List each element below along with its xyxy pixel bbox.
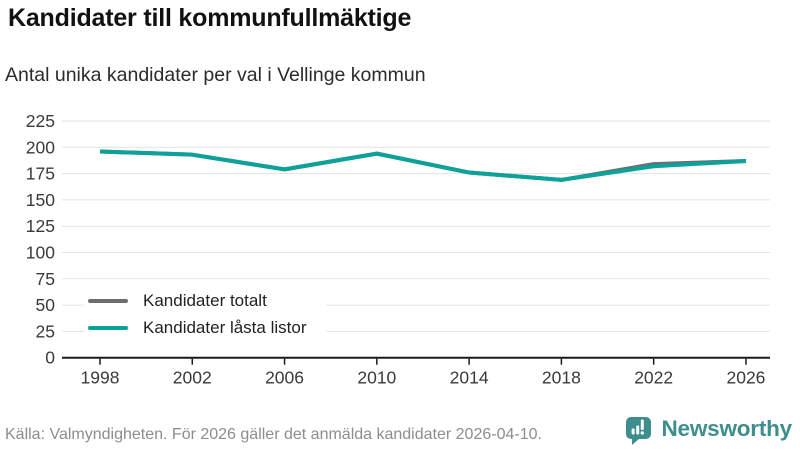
y-axis-tick-label: 75: [36, 269, 55, 289]
y-axis-tick-label: 100: [26, 243, 55, 263]
x-axis-tick-label: 2018: [542, 368, 581, 388]
y-axis-tick-label: 225: [26, 111, 55, 131]
series-line-kandidater-l-sta-listor: [99, 149, 747, 182]
legend-swatch-locked-lists-icon: [88, 325, 128, 331]
source-text: Källa: Valmyndigheten. För 2026 gäller d…: [5, 426, 542, 443]
legend-label-total: Kandidater totalt: [143, 291, 267, 310]
chart-subtitle: Antal unika kandidater per val i Velling…: [5, 64, 426, 86]
legend-label-locked-lists: Kandidater låsta listor: [143, 318, 307, 337]
newsworthy-logo: Newsworthy: [623, 413, 792, 445]
y-axis-tick-label: 150: [26, 190, 55, 210]
x-axis-tick-label: 2002: [173, 368, 212, 388]
legend-swatch-total-icon: [88, 298, 128, 304]
legend-item-total: Kandidater totalt: [88, 292, 306, 310]
y-axis-tick-label: 0: [45, 348, 55, 368]
line-chart: 225 200 175 150 125 100 75 50 25 0 1998 2002 2006 201…: [26, 111, 770, 388]
y-axis-tick-label: 175: [26, 164, 55, 184]
legend-item-locked-lists: Kandidater låsta listor: [88, 319, 306, 337]
brand-name: Newsworthy: [661, 416, 792, 441]
x-axis-tick-label: 2006: [265, 368, 304, 388]
x-axis-tick-label: 1998: [81, 368, 120, 388]
y-axis-tick-label: 25: [36, 321, 55, 341]
x-axis-tick-label: 2010: [357, 368, 396, 388]
y-axis-tick-label: 200: [26, 137, 55, 157]
chart-title: Kandidater till kommunfullmäktige: [8, 4, 412, 32]
y-axis-tick-label: 125: [26, 216, 55, 236]
bar-chart-speech-bubble-icon: [626, 417, 652, 445]
chart-legend: Kandidater totalt Kandidater låsta listo…: [84, 287, 327, 344]
x-axis-tick-label: 2026: [726, 368, 765, 388]
y-axis-tick-label: 50: [36, 295, 56, 315]
x-axis-tick-label: 2022: [634, 368, 673, 388]
x-axis-tick-label: 2014: [450, 368, 489, 388]
